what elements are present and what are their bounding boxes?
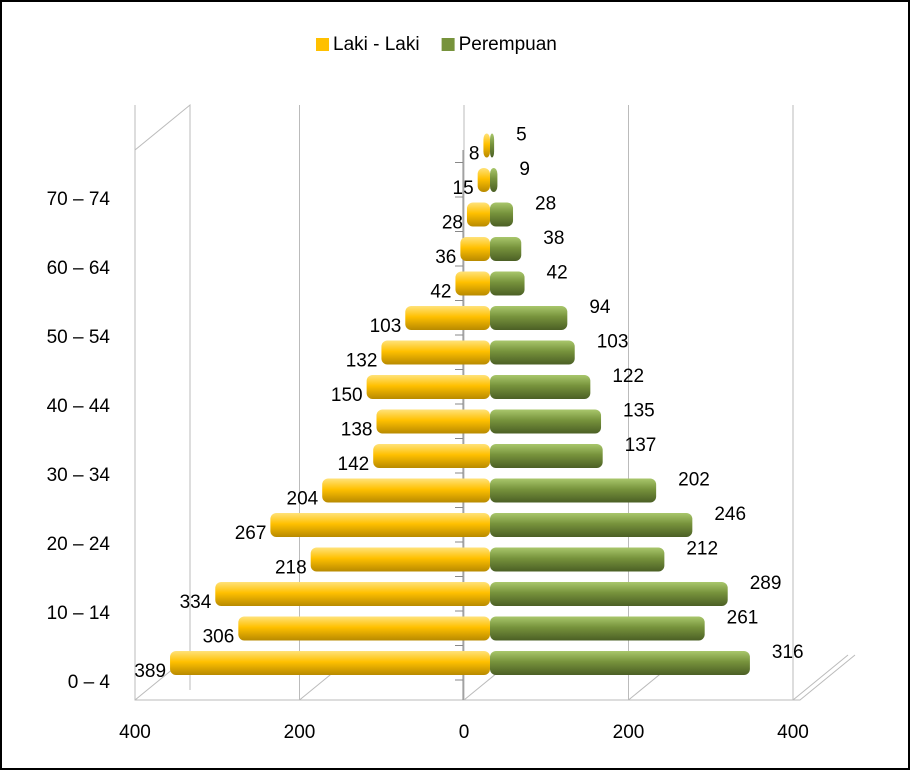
y-tick-label: 70 – 74 xyxy=(47,189,111,210)
x-tick-label: 0 xyxy=(459,722,470,743)
bar xyxy=(490,513,693,537)
data-label: 28 xyxy=(535,194,556,215)
bar xyxy=(490,168,498,192)
bar xyxy=(381,340,490,365)
bar xyxy=(490,409,602,434)
bar xyxy=(490,547,665,572)
x-tick-label: 200 xyxy=(284,722,316,743)
data-label: 9 xyxy=(519,159,530,180)
data-label: 36 xyxy=(435,247,456,268)
data-label: 142 xyxy=(338,454,370,475)
data-label: 94 xyxy=(589,297,611,318)
data-label: 5 xyxy=(516,125,527,146)
bar xyxy=(490,202,514,227)
y-tick-label: 50 – 54 xyxy=(47,327,111,348)
data-label: 122 xyxy=(612,366,644,387)
data-label: 202 xyxy=(678,470,710,491)
bar xyxy=(490,271,525,296)
y-tick-label: 40 – 44 xyxy=(47,396,111,417)
y-tick-label: 60 – 64 xyxy=(47,258,111,279)
data-label: 334 xyxy=(180,592,212,613)
bar xyxy=(490,340,575,365)
bar xyxy=(455,271,490,296)
data-label: 150 xyxy=(331,385,363,406)
data-label: 212 xyxy=(686,539,718,560)
bar xyxy=(490,582,728,606)
bar xyxy=(270,513,490,537)
bar xyxy=(322,478,490,503)
data-label: 316 xyxy=(772,642,804,663)
x-tick-label: 200 xyxy=(613,722,645,743)
bar xyxy=(490,375,591,399)
bar xyxy=(310,547,490,572)
bar xyxy=(366,375,490,399)
bar xyxy=(490,237,522,261)
data-label: 42 xyxy=(430,282,451,303)
bar xyxy=(490,133,495,158)
bar xyxy=(490,616,705,641)
y-tick-label: 20 – 24 xyxy=(47,534,111,555)
data-label: 8 xyxy=(469,144,480,165)
data-label: 137 xyxy=(625,435,657,456)
data-label: 204 xyxy=(287,489,319,510)
bar xyxy=(490,306,568,330)
data-label: 103 xyxy=(370,316,402,337)
data-label: 289 xyxy=(750,573,782,594)
bar xyxy=(376,409,490,434)
data-label: 38 xyxy=(543,228,564,249)
data-label: 135 xyxy=(623,401,655,422)
data-label: 132 xyxy=(346,351,378,372)
legend-label: Perempuan xyxy=(459,34,557,55)
x-tick-label: 400 xyxy=(119,722,151,743)
data-label: 218 xyxy=(275,558,307,579)
x-tick-label: 400 xyxy=(777,722,809,743)
data-label: 267 xyxy=(235,523,267,544)
y-tick-label: 30 – 34 xyxy=(47,465,111,486)
y-tick-label: 10 – 14 xyxy=(47,603,111,624)
data-label: 103 xyxy=(597,332,629,353)
data-label: 15 xyxy=(453,178,474,199)
data-label: 246 xyxy=(714,504,746,525)
data-label: 389 xyxy=(134,661,166,682)
data-label: 138 xyxy=(341,420,373,441)
bar xyxy=(477,168,490,192)
bar xyxy=(373,444,490,468)
y-tick-label: 0 – 4 xyxy=(68,672,111,693)
floor-tick xyxy=(792,654,849,701)
legend-swatch xyxy=(316,38,329,51)
bar xyxy=(490,651,750,675)
bar xyxy=(460,237,490,261)
bar xyxy=(215,582,490,606)
bar xyxy=(490,478,657,503)
side-wall xyxy=(134,103,191,690)
legend-label: Laki - Laki xyxy=(333,34,420,55)
bar xyxy=(483,133,490,158)
legend: Laki - Laki Perempuan xyxy=(316,34,557,55)
bar xyxy=(466,202,490,227)
data-label: 261 xyxy=(727,608,759,629)
data-label: 42 xyxy=(547,263,568,284)
bar xyxy=(170,651,491,675)
data-label: 306 xyxy=(203,627,235,648)
bar xyxy=(490,444,603,468)
legend-swatch xyxy=(441,38,455,51)
bar xyxy=(238,616,490,641)
data-label: 28 xyxy=(442,213,463,234)
bar xyxy=(405,306,490,330)
